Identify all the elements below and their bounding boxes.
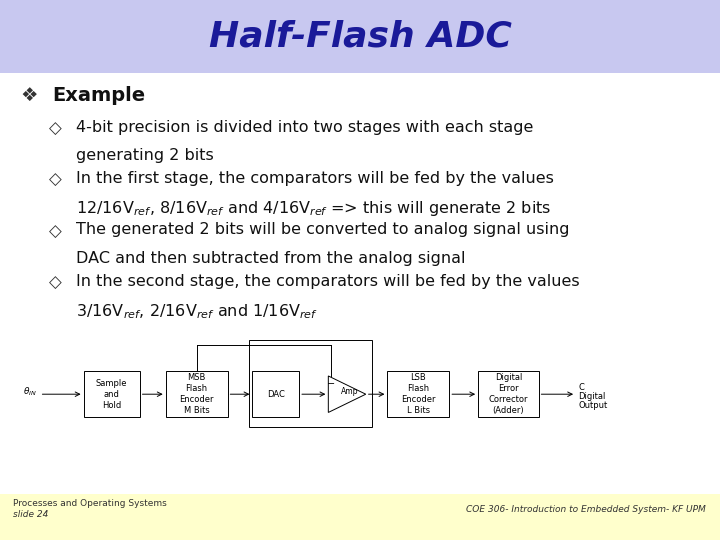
Text: ◇: ◇ — [49, 171, 62, 189]
Text: Amp: Amp — [341, 387, 358, 396]
FancyBboxPatch shape — [0, 0, 720, 73]
FancyBboxPatch shape — [0, 494, 720, 540]
FancyBboxPatch shape — [387, 372, 449, 417]
Text: The generated 2 bits will be converted to analog signal using: The generated 2 bits will be converted t… — [76, 222, 569, 238]
Text: ◇: ◇ — [49, 222, 62, 240]
Text: $\theta_{IN}$: $\theta_{IN}$ — [23, 385, 37, 398]
Text: In the second stage, the comparators will be fed by the values: In the second stage, the comparators wil… — [76, 274, 579, 289]
Text: 4-bit precision is divided into two stages with each stage: 4-bit precision is divided into two stag… — [76, 120, 533, 135]
Text: ◇: ◇ — [49, 274, 62, 292]
Text: generating 2 bits: generating 2 bits — [76, 148, 213, 163]
Text: C: C — [578, 383, 584, 392]
Text: COE 306- Introduction to Embedded System- KF UPM: COE 306- Introduction to Embedded System… — [466, 505, 706, 514]
Text: In the first stage, the comparators will be fed by the values: In the first stage, the comparators will… — [76, 171, 554, 186]
Text: LSB
Flash
Encoder
L Bits: LSB Flash Encoder L Bits — [401, 373, 436, 415]
FancyBboxPatch shape — [478, 372, 539, 417]
Text: slide 24: slide 24 — [13, 510, 48, 519]
Text: Output: Output — [578, 401, 608, 409]
Text: ◇: ◇ — [49, 120, 62, 138]
Text: 12/16V$_{ref}$, 8/16V$_{ref}$ and 4/16V$_{ref}$ => this will generate 2 bits: 12/16V$_{ref}$, 8/16V$_{ref}$ and 4/16V$… — [76, 199, 551, 218]
Text: ❖: ❖ — [20, 86, 37, 105]
Text: Digital: Digital — [578, 393, 606, 401]
Polygon shape — [328, 376, 366, 413]
FancyBboxPatch shape — [166, 372, 228, 417]
Text: DAC and then subtracted from the analog signal: DAC and then subtracted from the analog … — [76, 251, 465, 266]
Text: −: − — [327, 379, 336, 388]
FancyBboxPatch shape — [253, 372, 300, 417]
Text: MSB
Flash
Encoder
M Bits: MSB Flash Encoder M Bits — [179, 373, 214, 415]
Text: 3/16V$_{ref}$, 2/16V$_{ref}$ and 1/16V$_{ref}$: 3/16V$_{ref}$, 2/16V$_{ref}$ and 1/16V$_… — [76, 302, 318, 321]
Text: Digital
Error
Corrector
(Adder): Digital Error Corrector (Adder) — [489, 373, 528, 415]
Text: Sample
and
Hold: Sample and Hold — [96, 379, 127, 410]
Text: DAC: DAC — [267, 390, 284, 399]
FancyBboxPatch shape — [84, 372, 140, 417]
Text: Example: Example — [52, 86, 145, 105]
Text: Processes and Operating Systems: Processes and Operating Systems — [13, 500, 167, 509]
Text: Half-Flash ADC: Half-Flash ADC — [209, 19, 511, 53]
